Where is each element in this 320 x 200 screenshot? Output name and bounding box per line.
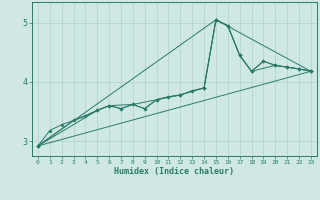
X-axis label: Humidex (Indice chaleur): Humidex (Indice chaleur) <box>115 167 234 176</box>
